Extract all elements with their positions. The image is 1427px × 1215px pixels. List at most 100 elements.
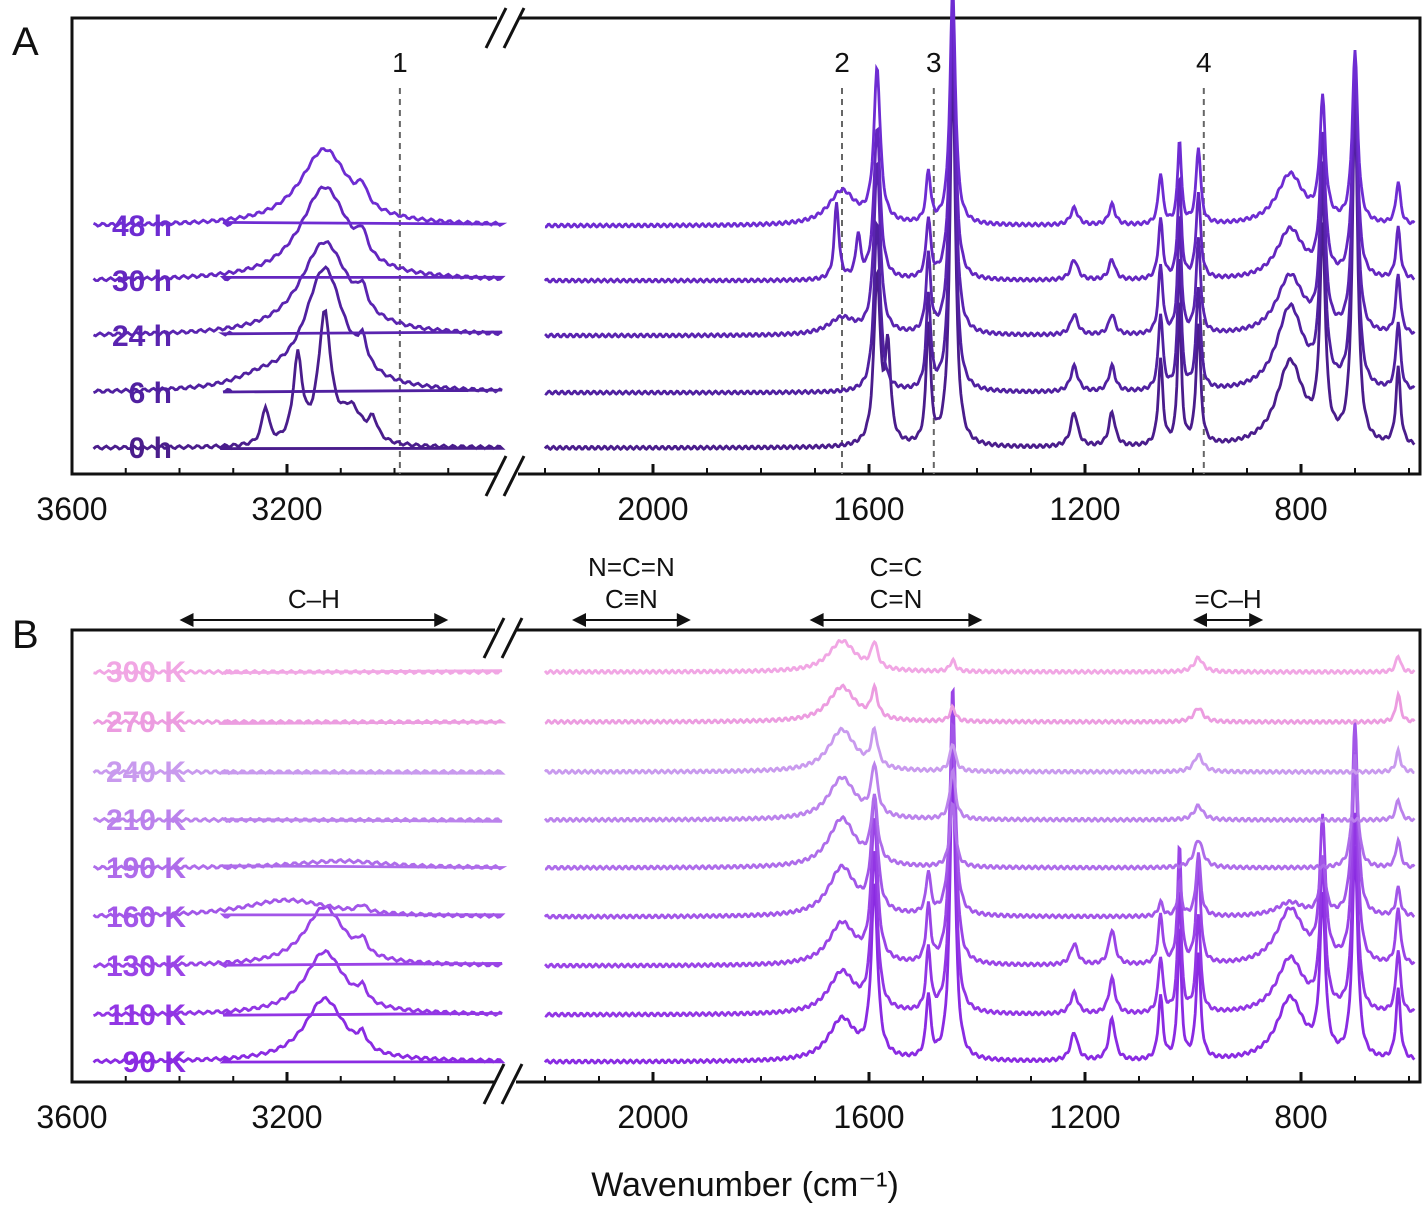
trace-line-right: [543, 760, 1416, 824]
functional-group-annotations: C–H N=C=NC≡N C=CC=N =C–H: [179, 552, 1264, 627]
arrowhead-right: [676, 613, 691, 627]
trace-label: 160 K: [106, 901, 186, 934]
trace-line-left: [92, 995, 506, 1065]
trace-6-h: 6 h: [92, 39, 1416, 410]
trace-label: 190 K: [106, 852, 186, 885]
x-tick-label: 2000: [617, 491, 688, 527]
panel-b-axis-break: [482, 617, 524, 1105]
trace-line-right: [544, 754, 1416, 871]
trace-24-h: 24 h: [92, 14, 1416, 353]
trace-label: 240 K: [106, 756, 186, 789]
trace-line-right: [544, 686, 1416, 969]
trace-line-right: [543, 756, 1416, 1065]
arrowhead-right: [968, 613, 983, 627]
x-tick-label: 1600: [833, 1099, 904, 1135]
annotation-label-2: C=N: [870, 584, 923, 614]
trace-line-right: [543, 725, 1415, 776]
trace-label: 210 K: [106, 804, 186, 837]
trace-130-K: 130 K: [92, 686, 1416, 983]
annotation-label: N=C=N: [588, 552, 675, 582]
panel-b-plot: 3600 3200 2000 1600 1200 800 90 K 110 K 130 K 160…: [36, 552, 1416, 1135]
arrowhead-left: [1193, 613, 1207, 627]
trace-line-right: [544, 0, 1416, 229]
trace-label: 300 K: [106, 656, 186, 689]
trace-line-left: [92, 897, 506, 919]
trace-line-right: [544, 681, 1416, 726]
x-tick-label: 1200: [1049, 491, 1120, 527]
trace-line-right: [543, 12, 1416, 284]
annotation-label: C=C: [870, 552, 923, 582]
x-tick-label: 2000: [617, 1099, 688, 1135]
panel-a-plot: 1 2 3 4 3600 3200 2000 1600 1200 800 0 h 6 h 24 h 30 …: [36, 0, 1416, 527]
trace-line-left: [92, 308, 506, 451]
x-tick-label: 3600: [36, 491, 107, 527]
annotation-=C–H: =C–H: [1193, 584, 1264, 627]
trace-line-left: [92, 904, 503, 969]
panel-b-letter: B: [12, 613, 39, 657]
trace-line-right: [543, 719, 1416, 920]
trace-line-right: [543, 638, 1416, 676]
trace-48-h: 48 h: [92, 0, 1416, 243]
trace-label: 6 h: [129, 377, 172, 410]
x-tick-label: 800: [1274, 491, 1327, 527]
trace-line-left: [92, 858, 508, 871]
trace-line-left: [92, 265, 503, 394]
trace-label: 0 h: [129, 432, 172, 465]
arrowhead-left: [809, 613, 824, 627]
trace-240-K: 240 K: [92, 725, 1415, 789]
trace-label: 30 h: [112, 265, 172, 298]
trace-0-h: 0 h: [92, 61, 1416, 465]
marker-label-4: 4: [1196, 47, 1212, 78]
trace-line-right: [544, 39, 1416, 396]
annotation-N=C=N: N=C=NC≡N: [572, 552, 691, 627]
trace-30-h: 30 h: [92, 12, 1416, 298]
x-tick-label: 1600: [833, 491, 904, 527]
arrowhead-left: [572, 613, 586, 627]
trace-line-left: [93, 668, 503, 676]
trace-line-left: [92, 185, 506, 283]
marker-label-2: 2: [834, 47, 850, 78]
x-tick-label: 3200: [251, 1099, 322, 1135]
x-tick-label: 800: [1274, 1099, 1327, 1135]
trace-label: 130 K: [106, 950, 186, 983]
arrowhead-right: [1249, 613, 1264, 627]
marker-label-1: 1: [392, 47, 408, 78]
trace-210-K: 210 K: [93, 760, 1416, 837]
trace-110-K: 110 K: [92, 722, 1416, 1032]
x-tick-label: 1200: [1049, 1099, 1120, 1135]
trace-label: 48 h: [112, 210, 172, 243]
x-tick-label: 3200: [251, 491, 322, 527]
arrowhead-left: [179, 613, 194, 627]
trace-line-left: [93, 816, 503, 824]
trace-160-K: 160 K: [92, 719, 1416, 934]
panel-a-axis-break: [484, 7, 526, 497]
annotation-C–H: C–H: [179, 584, 449, 627]
x-tick-label: 3600: [36, 1099, 107, 1135]
trace-270-K: 270 K: [92, 681, 1416, 739]
x-axis-title: Wavenumber (cm⁻¹): [591, 1166, 899, 1204]
annotation-label: =C–H: [1194, 584, 1261, 614]
trace-label: 90 K: [123, 1046, 187, 1079]
trace-line-left: [92, 239, 503, 338]
trace-line-left: [92, 768, 506, 776]
trace-line-right: [544, 14, 1416, 339]
panel-b-frame: [70, 628, 1422, 1084]
annotation-C=C: C=CC=N: [809, 552, 983, 627]
trace-190-K: 190 K: [92, 754, 1416, 885]
panel-a-frame: [70, 16, 1422, 476]
trace-300-K: 300 K: [93, 638, 1416, 689]
trace-label: 270 K: [106, 706, 186, 739]
trace-90-K: 90 K: [92, 756, 1416, 1079]
panel-a-letter: A: [12, 20, 39, 64]
trace-label: 110 K: [108, 999, 187, 1032]
trace-line-right: [544, 722, 1416, 1018]
panel-a-x-ticks: 3600 3200 2000 1600 1200 800: [36, 464, 1410, 527]
annotation-label-2: C≡N: [605, 584, 658, 614]
panel-b-x-ticks: 3600 3200 2000 1600 1200 800: [36, 1072, 1410, 1135]
trace-line-right: [543, 61, 1416, 452]
arrowhead-right: [434, 613, 449, 627]
trace-line-left: [92, 147, 508, 228]
annotation-label: C–H: [288, 584, 340, 614]
